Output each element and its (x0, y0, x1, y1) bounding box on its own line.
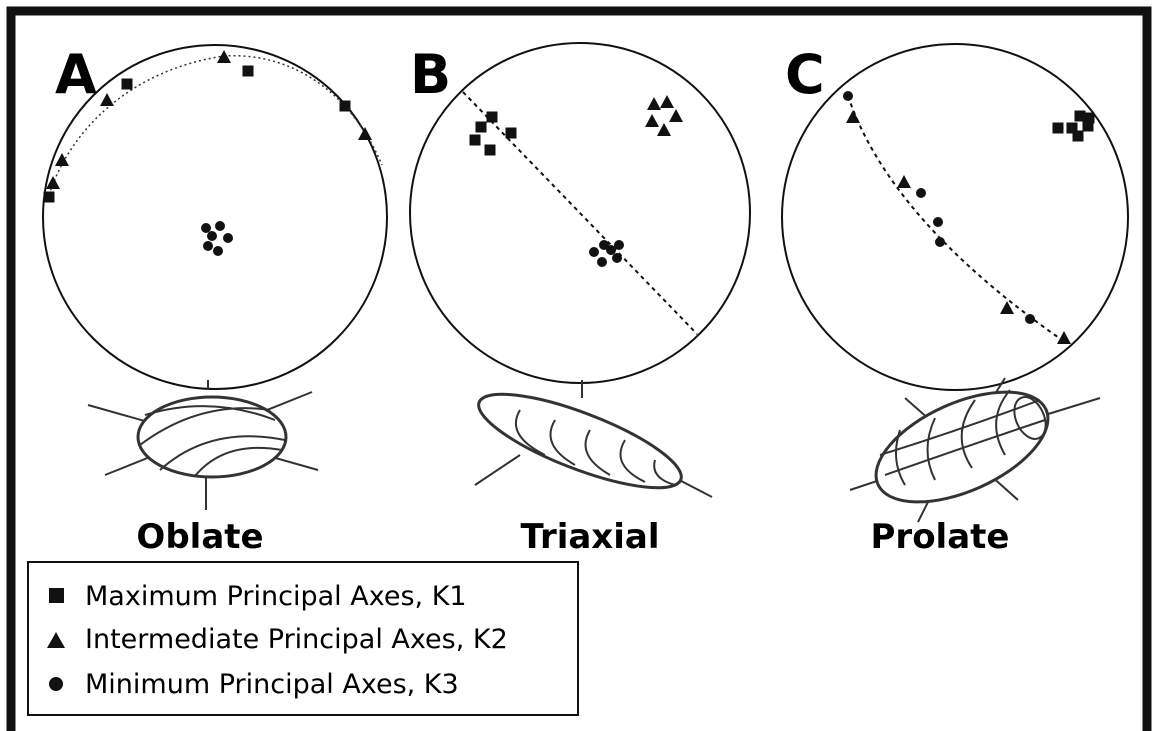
k3-circle (215, 221, 225, 231)
k3-circle (201, 223, 211, 233)
axis-line (1044, 397, 1101, 416)
k1-square (1082, 120, 1094, 132)
k1-square (1072, 130, 1084, 142)
ellipsoid-lines (515, 409, 676, 486)
stereonet (42, 44, 388, 390)
k3-circle (614, 240, 624, 250)
legend-circle (49, 677, 63, 691)
k3-circle (612, 253, 622, 263)
k3-circle (597, 257, 607, 267)
k3-circle (843, 91, 853, 101)
k1-square (1083, 112, 1095, 124)
k3-circle (606, 245, 616, 255)
k2-triangle (46, 176, 60, 189)
k2-triangle (1000, 301, 1014, 314)
legend-triangle (47, 632, 65, 648)
k1-square (486, 111, 498, 123)
k1-square (1052, 122, 1064, 134)
k2-triangle (645, 114, 659, 127)
k2-triangle (217, 50, 231, 63)
k2-triangle (647, 97, 661, 110)
k2-triangle (657, 123, 671, 136)
k1-square (43, 191, 55, 203)
k3-circle (935, 237, 945, 247)
k1-square (505, 127, 517, 139)
great-circle (462, 91, 698, 335)
panel-letter: A (55, 43, 97, 106)
legend-label: Maximum Principal Axes, K1 (85, 581, 467, 612)
legend-label: Minimum Principal Axes, K3 (85, 669, 459, 700)
ellipsoid-lines (139, 405, 286, 477)
shape-label: Triaxial (520, 517, 659, 557)
k1-square (339, 100, 351, 112)
k1-square (121, 78, 133, 90)
stereonet (409, 42, 751, 384)
k2-triangle (358, 127, 372, 140)
k2-triangle (100, 93, 114, 106)
k3-circle (916, 188, 926, 198)
k3-circle (203, 241, 213, 251)
k3-circle (933, 217, 943, 227)
k3-circle (207, 231, 217, 241)
frame (6, 6, 1152, 731)
symbols (43, 50, 1095, 344)
k3-circle (223, 233, 233, 243)
ellipsoid (477, 392, 683, 490)
shape-label: Oblate (136, 517, 263, 557)
k2-triangle (1057, 331, 1071, 344)
k3-circle (599, 240, 609, 250)
k3-circle (213, 246, 223, 256)
legend-square (49, 588, 64, 603)
k1-square (469, 134, 481, 146)
ellipsoids (87, 377, 1101, 523)
k2-triangle (897, 175, 911, 188)
great-circle (847, 95, 1063, 341)
legend-label: Intermediate Principal Axes, K2 (85, 624, 508, 655)
k3-circle (589, 247, 599, 257)
k1-square (1074, 110, 1086, 122)
k2-triangle (669, 109, 683, 122)
panel-letter: B (410, 43, 451, 106)
axis-line (474, 454, 521, 486)
ellipsoid-cap (1013, 396, 1047, 440)
shape-label: Prolate (871, 517, 1010, 557)
ellipsoid-lines (879, 389, 1046, 486)
k2-triangle (846, 110, 860, 123)
k1-square (484, 144, 496, 156)
legend-box (27, 561, 579, 716)
stereonet (781, 43, 1129, 391)
k3-circle (1025, 314, 1035, 324)
ellipsoid (136, 395, 288, 479)
k2-triangle (660, 95, 674, 108)
k1-square (1066, 122, 1078, 134)
k1-square (475, 121, 487, 133)
k1-square (242, 65, 254, 77)
k2-triangle (55, 153, 69, 166)
panel-letter: C (785, 43, 825, 106)
